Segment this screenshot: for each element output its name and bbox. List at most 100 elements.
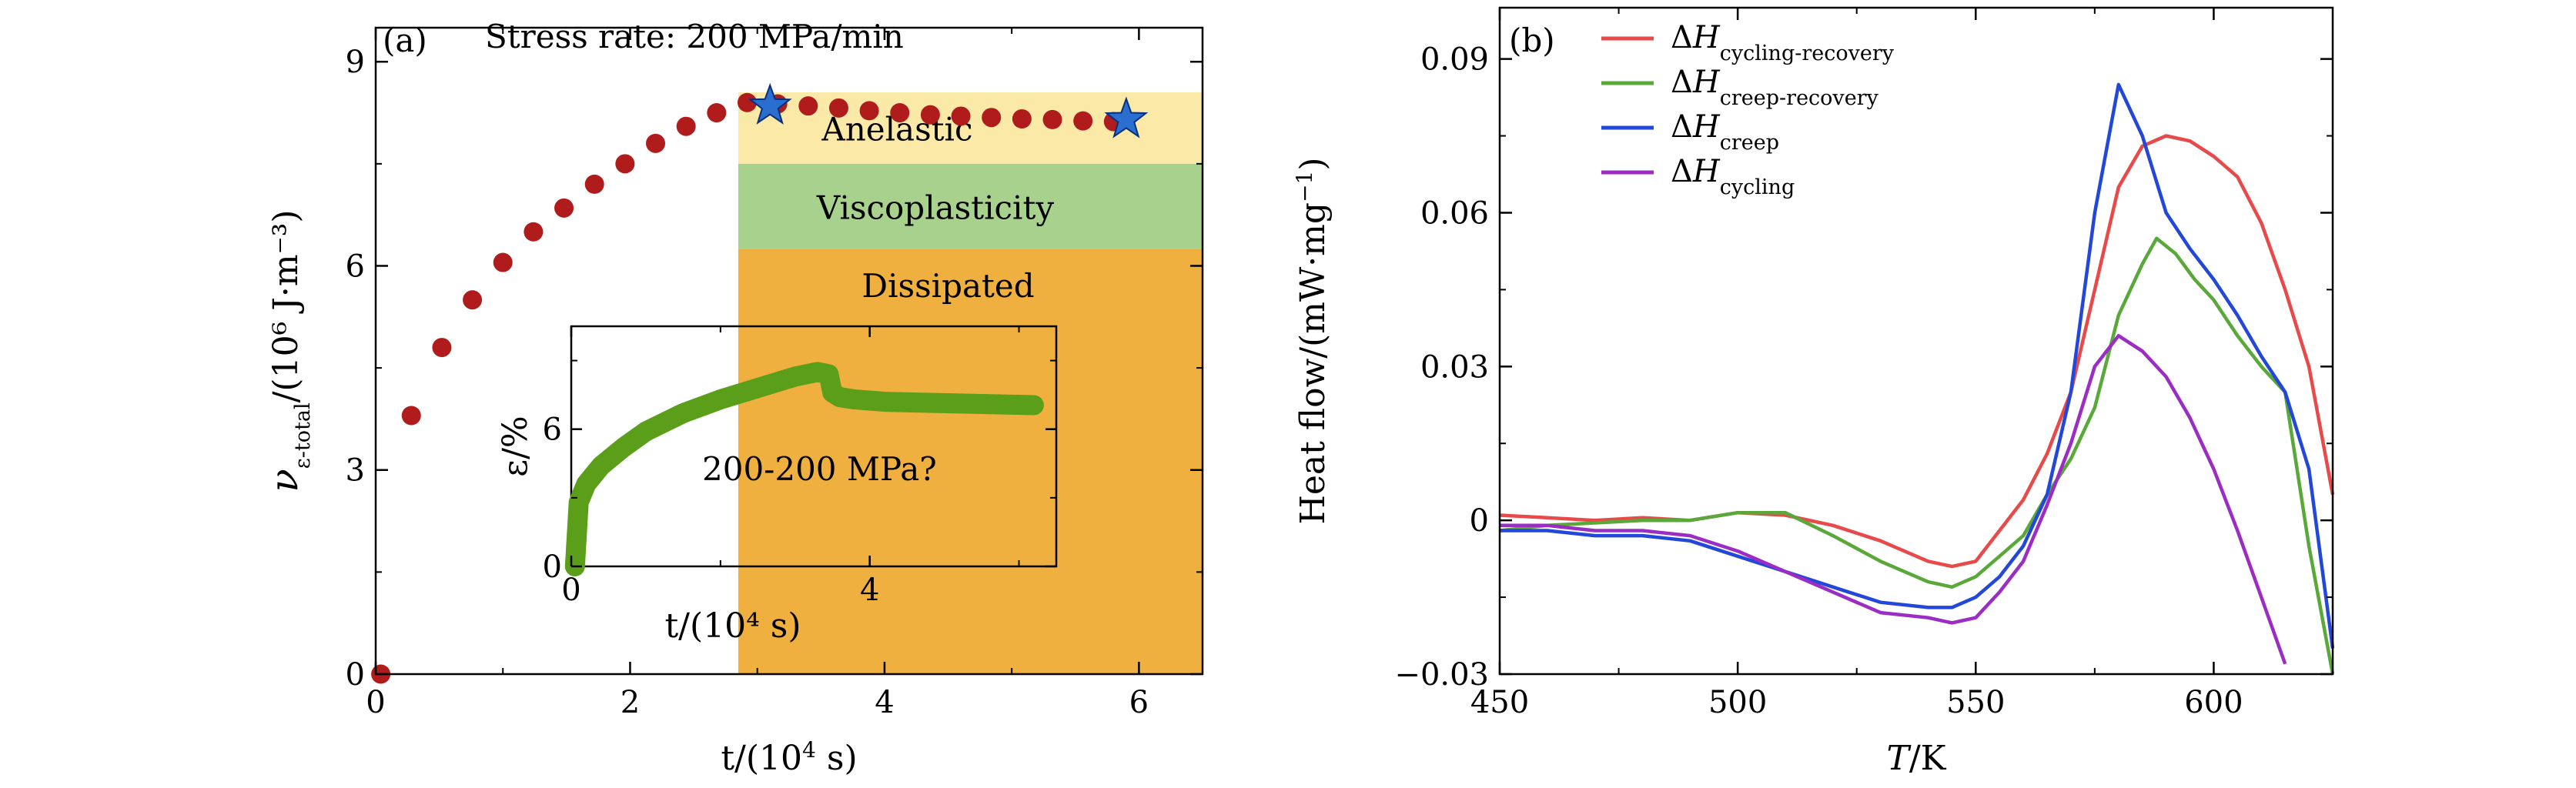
legend-subscript: creep-recovery [1720, 86, 1879, 110]
energy-point [646, 133, 666, 153]
panel-b-ylabel-exp: −1 [1292, 171, 1317, 202]
region-viscoplasticity-label: Viscoplasticity [816, 189, 1054, 226]
energy-point [707, 103, 727, 123]
panel-b-ytick-label: 0.03 [1420, 349, 1489, 385]
series-creep [1500, 82, 2335, 649]
legend-label-cycling: ΔHcycling [1671, 154, 1795, 199]
energy-point [554, 198, 574, 218]
b-legend: ΔHcycling-recoveryΔHcreep-recoveryΔHcree… [1601, 20, 1895, 199]
series-cycling-recovery [1499, 134, 2335, 569]
panel-a-xlabel: t/(104 s) [721, 737, 857, 779]
star-marker [1104, 96, 1149, 139]
legend-delta: Δ [1671, 65, 1693, 100]
panel-b-ylabel-tail: ) [1293, 157, 1333, 170]
legend-subscript: cycling-recovery [1720, 42, 1895, 65]
inset-xtick-label: 4 [860, 573, 879, 608]
region-dissipated [738, 249, 1203, 674]
panel-b-ytick-label: 0 [1470, 503, 1489, 539]
panel-a-xlabel-tail: s) [816, 739, 858, 778]
series-creep-recovery [1499, 236, 2335, 675]
b-series [1499, 82, 2335, 675]
panel-a-xtick-label: 0 [366, 685, 385, 720]
legend-label-creep-recovery: ΔHcreep-recovery [1671, 65, 1879, 110]
legend-delta: Δ [1671, 20, 1693, 55]
panel-b-xtick-label: 500 [1708, 685, 1767, 720]
panel-a-ylabel-symbol: ν [262, 469, 306, 492]
panel-a-ytick-label: 3 [346, 453, 365, 489]
inset-ytick-label: 6 [543, 412, 562, 448]
energy-point [584, 174, 604, 194]
energy-point [493, 252, 513, 272]
legend-delta: Δ [1671, 154, 1693, 189]
panel-a-ylabel-unit: /(10⁶ J·m⁻³) [266, 209, 306, 402]
panel-a-xtick-label: 4 [875, 685, 894, 720]
panel-b-xlabel: T/K [1886, 739, 1946, 778]
energy-point [463, 290, 483, 310]
energy-point [737, 92, 757, 112]
panel-b-ytick-label: 0.09 [1420, 42, 1489, 78]
panel-b-xlabel-unit: /K [1909, 739, 1947, 778]
panel-a-ytick-label: 9 [346, 45, 365, 80]
panel-a-xtick-label: 6 [1129, 685, 1149, 720]
energy-point [798, 96, 818, 116]
panel-a-xtick-label: 2 [621, 685, 640, 720]
inset-strain-curve [564, 362, 1044, 576]
series-cycling [1500, 334, 2287, 665]
energy-point [1073, 111, 1093, 131]
panel-a-ylabel: νε-total/(10⁶ J·m⁻³) [262, 209, 315, 492]
energy-point [828, 98, 848, 118]
panel-a-frame [374, 26, 1204, 676]
energy-point [951, 106, 971, 126]
energy-point [1042, 109, 1062, 129]
energy-point [432, 338, 452, 358]
a-series [371, 82, 1149, 684]
panel-b-xlabel-T: T [1886, 739, 1912, 778]
inset-xlabel: t/(10⁴ s) [664, 606, 801, 646]
legend-subscript: cycling [1720, 175, 1795, 199]
legend-H: H [1692, 20, 1721, 55]
inset-xtick-label: 0 [561, 573, 580, 608]
energy-point [859, 101, 879, 121]
legend-label-creep: ΔHcreep [1671, 109, 1779, 155]
panel-a-xlabel-exp: 4 [802, 737, 816, 763]
energy-point [920, 105, 940, 125]
energy-point [1012, 109, 1032, 129]
panel-b-frame [1498, 6, 2334, 676]
energy-point [676, 116, 696, 136]
legend-H: H [1692, 154, 1721, 189]
legend-label-cycling-recovery: ΔHcycling-recovery [1671, 20, 1895, 65]
energy-point [401, 406, 421, 426]
panel-b-tag: (b) [1509, 22, 1555, 59]
inset-frame [570, 325, 1058, 568]
star-marker [748, 82, 792, 125]
panel-b-xtick-label: 600 [2184, 685, 2243, 720]
inset-ylabel: ε/% [496, 416, 535, 476]
region-dissipated-label: Dissipated [861, 267, 1034, 305]
legend-delta: Δ [1671, 109, 1693, 145]
legend-H: H [1692, 65, 1721, 100]
energy-point [982, 108, 1002, 128]
region-viscoplasticity [738, 163, 1203, 249]
energy-point [615, 154, 635, 174]
energy-point [890, 103, 910, 123]
panel-b-xtick-label: 550 [1946, 685, 2005, 720]
legend-subscript: creep [1720, 131, 1779, 155]
panel-a-ytick-label: 0 [346, 657, 365, 693]
panel-b: (b) 450 500 550 600 −0.03 0 0.03 0.06 0.09 T/K Hea… [1292, 6, 2335, 778]
panel-b-ytick-label: −0.03 [1394, 657, 1489, 693]
inset-ytick-label: 0 [543, 549, 562, 585]
inset-annotation: 200-200 MPa? [702, 450, 937, 488]
energy-point [524, 222, 544, 242]
legend-H: H [1692, 109, 1721, 145]
b-axes: 450 500 550 600 −0.03 0 0.03 0.06 0.09 T/K Heat fl… [1292, 6, 2334, 778]
panel-a-ylabel-sub: ε-total [291, 402, 315, 469]
panel-a-title: Stress rate: 200 MPa/min [485, 18, 904, 55]
a-axes: 0 2 4 6 0 3 6 9 t/(104 s) νε-total/(10⁶ J·m⁻³) [262, 26, 1204, 779]
panel-a-ytick-label: 6 [346, 249, 365, 284]
a-inset: 0 4 0 6 200-200 MPa? t/(10⁴ s) ε/% [496, 325, 1058, 646]
panel-b-ylabel: Heat flow/(mW·mg−1) [1292, 157, 1333, 524]
panel-b-xtick-label: 450 [1470, 685, 1529, 720]
